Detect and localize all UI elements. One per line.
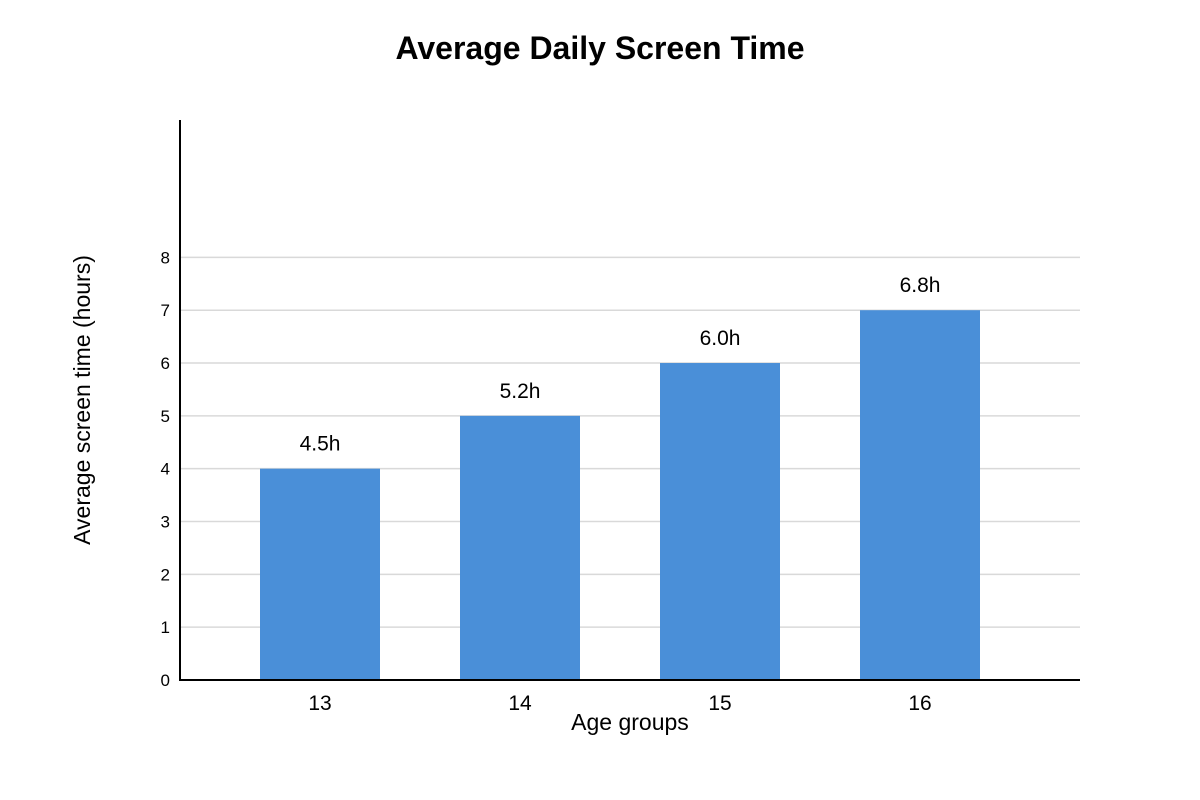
y-tick-label-6: 6	[161, 354, 170, 373]
x-tick-label-14: 14	[508, 692, 532, 715]
x-tick-label-13: 13	[308, 692, 331, 715]
bar-15	[660, 363, 780, 680]
y-tick-label-2: 2	[161, 565, 170, 584]
y-tick-label-3: 3	[161, 513, 170, 532]
x-tick-label-16: 16	[908, 692, 931, 715]
x-tick-label-15: 15	[708, 692, 731, 715]
data-label-13: 4.5h	[300, 433, 341, 456]
labels: 0 1 2 3 4 5 6 7 8 4.5h 13 5.2h 14 6.0h 15 6.8h 16	[161, 248, 941, 715]
bar-14	[460, 415, 580, 680]
data-label-16: 6.8h	[900, 274, 941, 297]
y-tick-label-0: 0	[161, 671, 170, 690]
data-label-14: 5.2h	[500, 380, 541, 403]
y-tick-label-8: 8	[161, 248, 170, 267]
axes	[179, 120, 1080, 681]
bars	[260, 310, 980, 680]
y-tick-label-1: 1	[161, 618, 170, 637]
y-tick-label-5: 5	[161, 407, 170, 426]
bar-13	[260, 468, 380, 680]
y-tick-label-4: 4	[161, 460, 170, 479]
y-tick-label-7: 7	[161, 301, 170, 320]
chart-title: Average Daily Screen Time	[395, 30, 805, 66]
data-label-15: 6.0h	[700, 327, 741, 350]
bar-16	[860, 310, 980, 680]
x-axis-label: Age groups	[571, 709, 689, 735]
